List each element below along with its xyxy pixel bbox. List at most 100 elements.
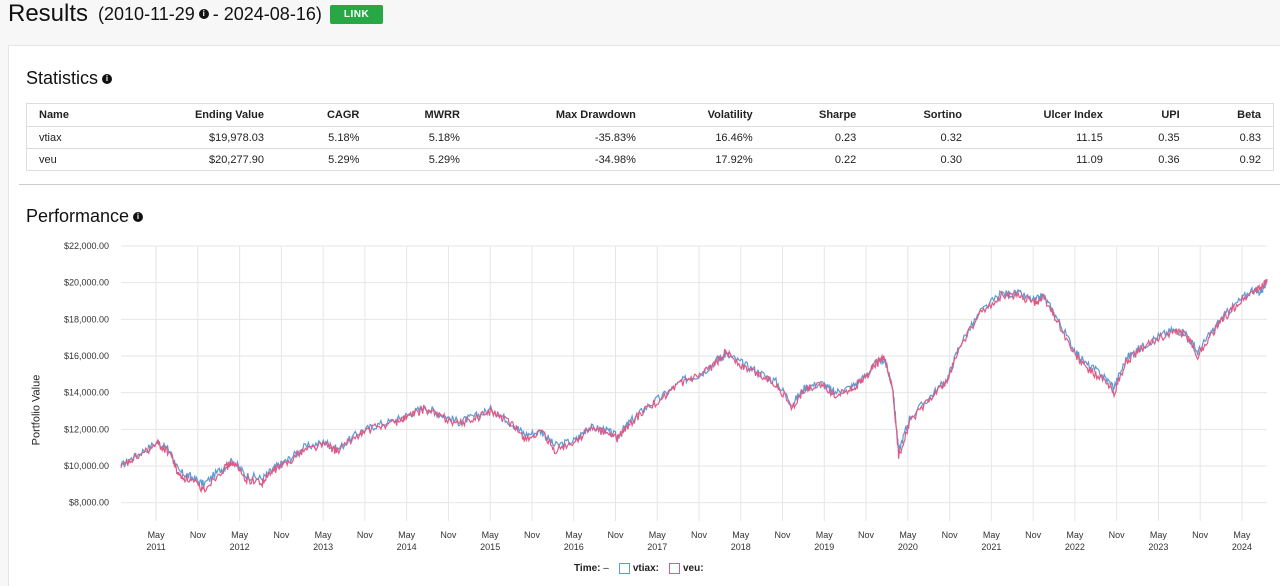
- performance-title: Performance i: [26, 206, 147, 227]
- legend-time: Time: –: [574, 563, 609, 575]
- x-tick-label: May: [1066, 530, 1084, 540]
- performance-title-text: Performance: [26, 206, 130, 226]
- column-header[interactable]: Volatility: [647, 103, 765, 127]
- results-header: Results (2010-11-29 i - 2024-08-16) LINK: [8, 0, 384, 28]
- column-header[interactable]: Name: [25, 103, 119, 127]
- y-tick-label: $22,000.00: [64, 241, 109, 251]
- table-cell: 0.23: [764, 126, 869, 149]
- y-tick-label: $8,000.00: [69, 498, 109, 508]
- results-card: Statistics i Name Ending Value CAGR MWRR Max…: [8, 45, 1280, 586]
- table-cell: $20,277.90: [118, 148, 277, 171]
- x-tick-label: May: [816, 530, 834, 540]
- table-cell: $19,978.03: [118, 126, 277, 149]
- x-tick-year: 2014: [397, 542, 417, 552]
- column-header[interactable]: Max Drawdown: [471, 103, 648, 127]
- table-cell: 11.15: [973, 126, 1115, 149]
- table-cell: 0.36: [1114, 148, 1192, 171]
- series-line-vtiax: [120, 278, 1268, 488]
- date-start: (2010-11-29: [98, 3, 195, 24]
- x-tick-year: 2020: [898, 542, 918, 552]
- table-cell: 0.83: [1191, 126, 1274, 149]
- column-header[interactable]: CAGR: [276, 103, 372, 127]
- x-tick-label: May: [148, 530, 166, 540]
- column-header[interactable]: Sharpe: [764, 103, 869, 127]
- table-cell: 0.35: [1114, 126, 1192, 149]
- table-cell: 11.09: [973, 148, 1115, 171]
- x-tick-label: May: [983, 530, 1001, 540]
- column-header[interactable]: Ending Value: [118, 103, 277, 127]
- table-cell: -34.98%: [471, 148, 648, 171]
- legend-item-veu[interactable]: veu:: [668, 563, 704, 574]
- x-tick-label: May: [231, 530, 249, 540]
- table-body: vtiax $19,978.03 5.18% 5.18% -35.83% 16.46% 0.…: [25, 126, 1274, 171]
- x-tick-label: Nov: [775, 530, 792, 540]
- x-tick-label: Nov: [1109, 530, 1126, 540]
- x-tick-label: Nov: [524, 530, 541, 540]
- x-tick-year: 2012: [230, 542, 250, 552]
- x-tick-label: May: [649, 530, 667, 540]
- statistics-title: Statistics i: [26, 68, 116, 89]
- table-row: vtiax $19,978.03 5.18% 5.18% -35.83% 16.46% 0.…: [25, 126, 1274, 149]
- x-tick-year: 2019: [814, 542, 834, 552]
- x-tick-label: Nov: [607, 530, 624, 540]
- section-divider: [19, 184, 1280, 185]
- column-header[interactable]: Ulcer Index: [973, 103, 1115, 127]
- info-icon[interactable]: i: [198, 9, 209, 19]
- table-cell: 0.92: [1191, 148, 1274, 171]
- x-tick-year: 2013: [313, 542, 333, 552]
- x-tick-label: Nov: [691, 530, 708, 540]
- table-cell: veu: [25, 148, 119, 171]
- table-cell: 0.30: [868, 148, 974, 171]
- x-tick-label: Nov: [942, 530, 959, 540]
- table-header-row: Name Ending Value CAGR MWRR Max Drawdown Vola…: [25, 103, 1274, 127]
- statistics-info-icon[interactable]: i: [102, 73, 113, 84]
- x-tick-year: 2024: [1232, 542, 1252, 552]
- x-tick-label: May: [482, 530, 500, 540]
- y-tick-label: $12,000.00: [64, 424, 109, 434]
- table-cell: 5.18%: [276, 126, 372, 149]
- table-cell: 5.18%: [371, 126, 472, 149]
- x-tick-year: 2016: [564, 542, 584, 552]
- x-tick-label: Nov: [357, 530, 374, 540]
- series-line-veu: [120, 278, 1268, 494]
- statistics-title-text: Statistics: [26, 68, 99, 88]
- x-tick-label: Nov: [190, 530, 207, 540]
- column-header[interactable]: Beta: [1191, 103, 1274, 127]
- table-cell: vtiax: [25, 126, 119, 149]
- x-tick-label: Nov: [858, 530, 875, 540]
- column-header[interactable]: MWRR: [371, 103, 472, 127]
- x-tick-label: Nov: [440, 530, 457, 540]
- date-range: (2010-11-29 i - 2024-08-16): [98, 4, 322, 25]
- performance-info-icon[interactable]: i: [133, 211, 144, 222]
- x-tick-label: May: [1150, 530, 1168, 540]
- x-tick-label: Nov: [1192, 530, 1209, 540]
- column-header[interactable]: UPI: [1114, 103, 1192, 127]
- x-tick-label: May: [398, 530, 416, 540]
- table-row: veu $20,277.90 5.29% 5.29% -34.98% 17.92% 0.22…: [25, 148, 1274, 171]
- chart-legend: Time: – vtiax: veu:: [574, 563, 704, 574]
- x-tick-label: May: [315, 530, 333, 540]
- table-cell: 17.92%: [647, 148, 765, 171]
- performance-chart[interactable]: $8,000.00 $10,000.00 $12,000.00 $14,000.00 $…: [9, 46, 1280, 586]
- table-cell: 16.46%: [647, 126, 765, 149]
- y-tick-label: $20,000.00: [64, 278, 109, 288]
- table-cell: 5.29%: [371, 148, 472, 171]
- link-button[interactable]: LINK: [329, 4, 384, 24]
- table-cell: 5.29%: [276, 148, 372, 171]
- x-tick-year: 2015: [480, 542, 500, 552]
- x-tick-year: 2018: [731, 542, 751, 552]
- x-tick-year: 2023: [1148, 542, 1168, 552]
- x-tick-label: May: [899, 530, 917, 540]
- table-cell: 0.22: [764, 148, 869, 171]
- y-tick-label: $10,000.00: [64, 461, 109, 471]
- column-header[interactable]: Sortino: [868, 103, 974, 127]
- table-cell: -35.83%: [471, 126, 648, 149]
- legend-item-vtiax[interactable]: vtiax:: [618, 563, 659, 574]
- date-end: - 2024-08-16): [212, 3, 322, 24]
- statistics-table: Name Ending Value CAGR MWRR Max Drawdown Vola…: [25, 103, 1274, 171]
- x-tick-year: 2011: [146, 542, 165, 552]
- y-tick-label: $18,000.00: [64, 314, 109, 324]
- x-tick-year: 2022: [1065, 542, 1085, 552]
- table-cell: 0.32: [868, 126, 974, 149]
- x-tick-label: May: [732, 530, 750, 540]
